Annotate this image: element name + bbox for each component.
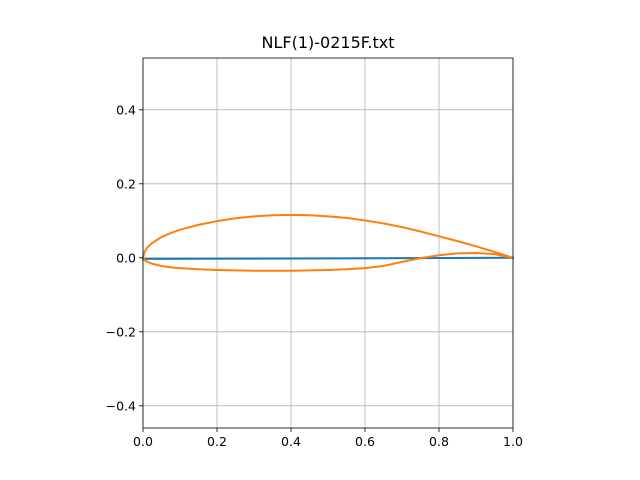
series-line-0 xyxy=(141,256,515,260)
x-tick-label-4: 0.8 xyxy=(429,434,449,449)
y-tick-label-4: 0.4 xyxy=(116,102,136,117)
y-tick-label-0: −0.4 xyxy=(106,398,136,413)
tick-layer: 0.0 0.2 0.4 0.6 0.8 1.0 −0.4 −0.2 0.0 0.2 0.4 xyxy=(106,102,523,449)
grid xyxy=(142,58,514,428)
x-tick-label-0: 0.0 xyxy=(133,434,153,449)
x-tick-label-2: 0.4 xyxy=(281,434,301,449)
y-tick-label-3: 0.2 xyxy=(116,176,136,191)
y-tick-label-1: −0.2 xyxy=(106,324,136,339)
x-tick-label-5: 1.0 xyxy=(503,434,523,449)
series-line-1 xyxy=(142,213,515,272)
x-tick-label-3: 0.6 xyxy=(355,434,375,449)
axes-frame xyxy=(142,57,514,429)
series-layer xyxy=(141,213,515,272)
x-tick-label-1: 0.2 xyxy=(207,434,227,449)
y-tick-label-2: 0.0 xyxy=(116,250,136,265)
chart-title: NLF(1)-0215F.txt xyxy=(262,33,395,52)
